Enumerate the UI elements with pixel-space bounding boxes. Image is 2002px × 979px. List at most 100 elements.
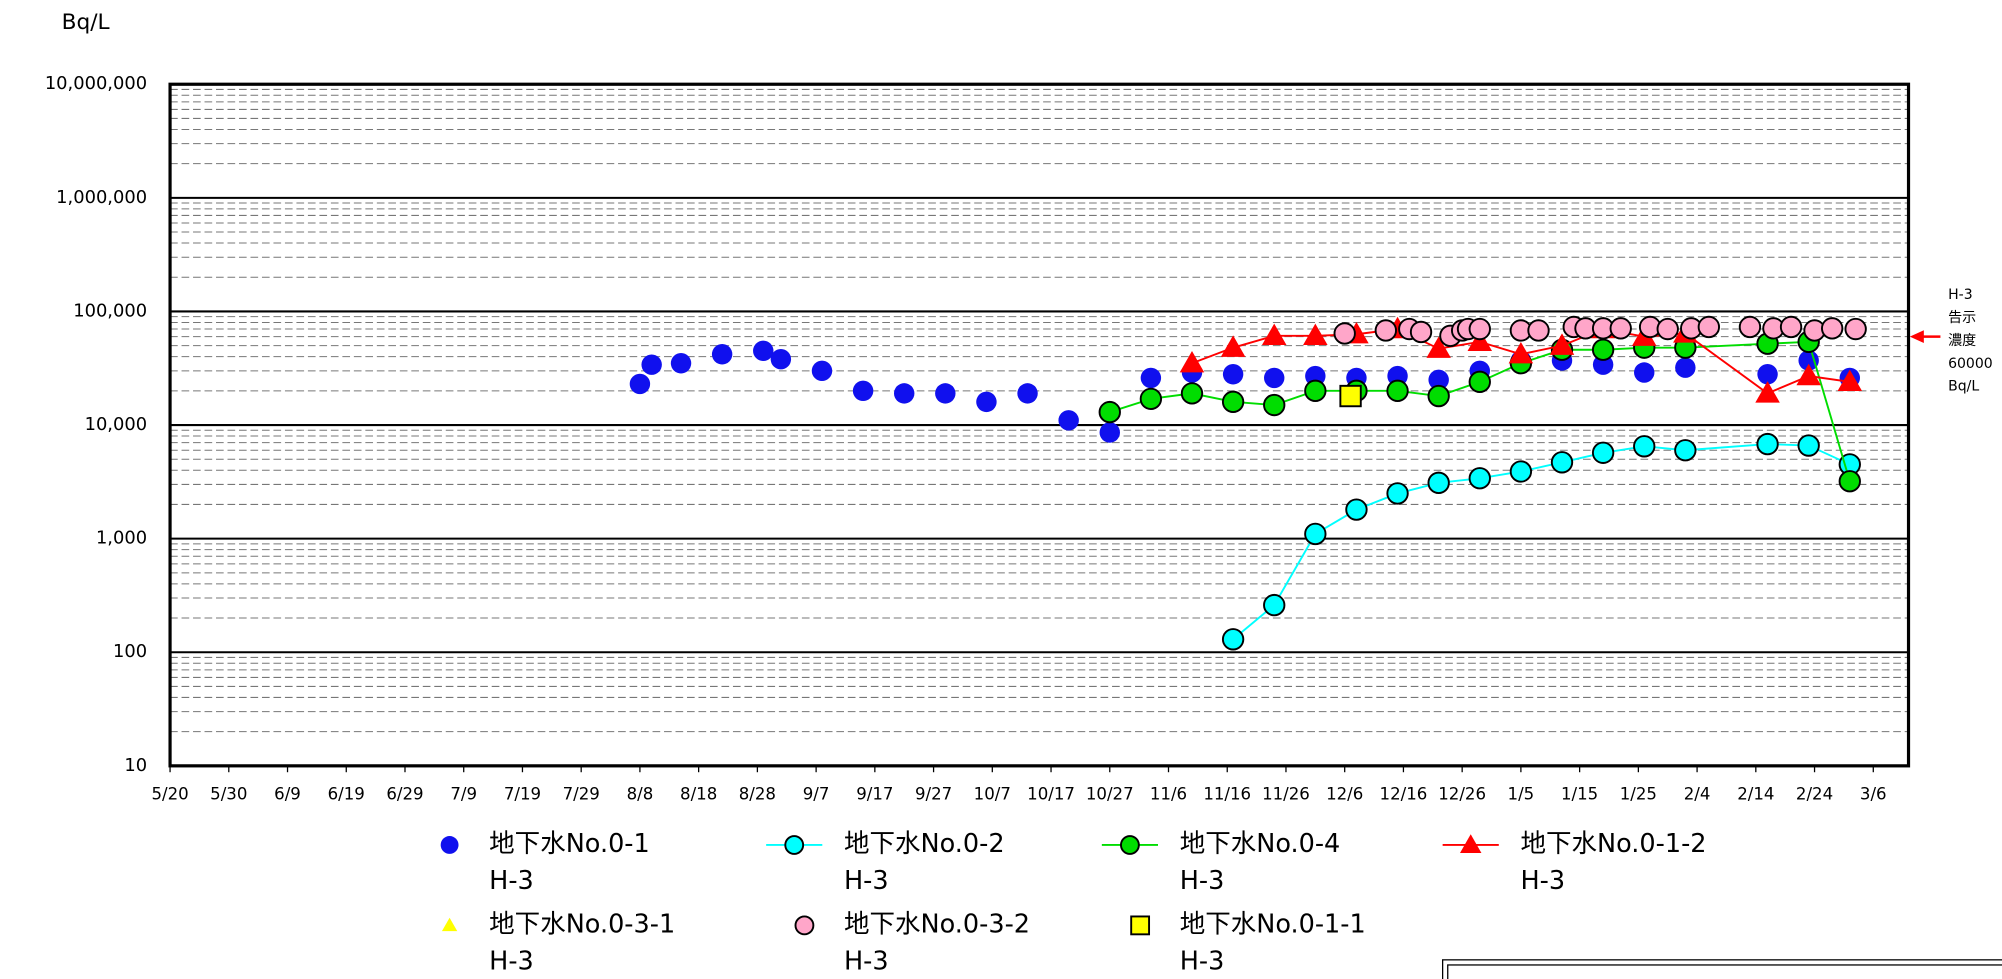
point [1261,323,1287,346]
plot-frame [168,82,1911,768]
point [1386,482,1409,505]
point [1468,467,1491,490]
point [1304,379,1327,403]
point [1757,364,1778,385]
frame-box-inner [1447,964,2002,979]
point [1779,315,1803,339]
series-line [1191,328,1850,395]
x-tick-label: 10/7 [974,785,1011,804]
x-tick-label: 2/14 [1737,785,1774,804]
legend-label: 地下水No.0-4 H-3 [1180,829,1341,896]
point [1099,422,1120,443]
point [1656,317,1679,341]
x-tick-label: 1/25 [1620,785,1657,804]
point [1844,317,1867,341]
point [1426,336,1451,358]
point [641,354,662,375]
frame-box [1441,959,2002,979]
point [770,348,792,370]
x-tick-label: 3/6 [1860,785,1887,804]
x-tick-label: 2/24 [1796,785,1833,804]
point [1222,364,1244,385]
x-tick-label: 8/18 [680,785,717,804]
point [1140,367,1162,389]
annotation-text: H-3 [1948,287,1973,303]
x-tick-label: 6/19 [328,785,365,804]
point [1591,441,1615,464]
point [1374,319,1397,342]
point [1837,369,1863,392]
annotation-value: 60000 [1948,356,1993,372]
y-tick-label: 10 [124,755,147,776]
y-tick-label: 100 [113,641,147,662]
x-tick-label: 12/26 [1438,785,1486,804]
point [629,373,651,395]
point [1821,317,1844,340]
point [1220,335,1246,357]
point [1179,350,1205,373]
point [1221,628,1245,651]
point [1527,319,1550,342]
x-tick-label: 8/28 [739,785,776,804]
point [1591,338,1615,361]
point [1468,370,1491,394]
legend-label: 地下水No.0-2 H-3 [844,829,1005,896]
x-tick-label: 9/7 [803,785,830,804]
x-tick-label: 7/9 [450,785,477,804]
x-tick-label: 11/6 [1150,785,1187,804]
x-tick-label: 8/8 [627,785,654,804]
point [1838,470,1861,493]
point [1609,317,1632,340]
point [976,391,997,413]
point [1304,522,1327,546]
legend-label: 地下水No.0-3-1 H-3 [489,909,675,976]
annotation-text: 濃度 [1948,333,1976,349]
point [1264,367,1285,389]
x-tick-label: 9/17 [856,785,893,804]
point [1427,384,1450,408]
x-tick-label: 1/5 [1508,785,1535,804]
point [1674,439,1697,462]
legend-marker [1459,834,1482,854]
legend-marker [1120,835,1140,855]
point [670,353,692,374]
y-unit-label: Bq/L [62,10,110,35]
legend-marker [1130,915,1151,936]
point [1345,498,1368,521]
point [1634,362,1655,383]
x-tick-label: 6/29 [386,785,423,804]
point [935,383,956,404]
point [1017,383,1038,404]
point [1755,381,1780,403]
point [1428,369,1449,391]
legend-label: 地下水No.0-1-1 H-3 [1180,909,1366,976]
point [1427,471,1450,494]
y-tick-label: 100,000 [73,300,147,321]
x-tick-label: 11/16 [1203,785,1251,804]
point [1798,350,1819,371]
y-tick-label: 10,000 [85,414,148,435]
y-tick-label: 10,000,000 [45,73,147,94]
point [1467,329,1493,352]
point [1738,315,1762,339]
x-tick-label: 2/4 [1684,785,1711,804]
annotation-arrowhead [1909,330,1924,344]
point [1508,341,1534,364]
y-tick-label: 1,000 [96,528,147,549]
point [1058,410,1079,431]
x-tick-label: 10/17 [1027,785,1075,804]
y-tick-label: 1,000,000 [56,187,147,208]
point [1509,460,1533,483]
legend-marker [794,915,815,936]
point [1263,393,1286,417]
point [811,360,833,382]
x-tick-label: 12/16 [1380,785,1428,804]
x-tick-label: 11/26 [1262,785,1310,804]
point [1221,390,1245,414]
series-line [1232,443,1851,641]
x-tick-label: 7/19 [504,785,541,804]
point [1797,434,1820,457]
point [852,380,874,402]
annotation-unit: Bq/L [1948,379,1979,395]
